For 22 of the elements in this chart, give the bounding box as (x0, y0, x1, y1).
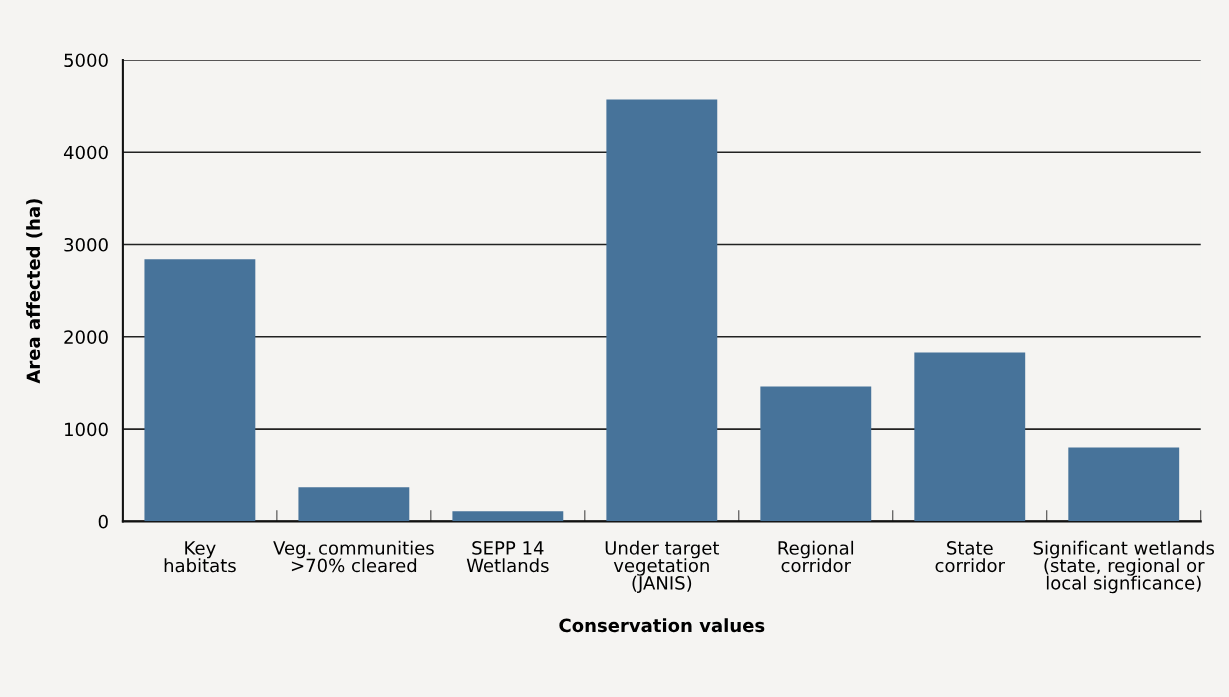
y-tick-label: 4000 (63, 145, 108, 160)
x-axis-title: Conservation values (559, 618, 765, 633)
bar (452, 511, 564, 522)
y-axis-title: Area affected (ha) (26, 199, 43, 384)
y-tick-label: 5000 (64, 53, 108, 68)
bar (144, 259, 256, 522)
y-tick-label: 3000 (64, 237, 108, 252)
bar (760, 386, 872, 522)
x-tick-label: SEPP 14 Wetlands (466, 541, 549, 573)
x-tick-label: Regional corridor (778, 540, 854, 573)
y-tick-label: 1000 (65, 422, 108, 437)
x-tick-label: Key habitats (164, 541, 236, 573)
bar (1068, 447, 1180, 522)
x-tick-label: Veg. communities >70% cleared (273, 540, 434, 573)
bar (914, 352, 1026, 522)
y-tick-label: 0 (98, 514, 108, 529)
y-tick-label: 2000 (64, 330, 108, 344)
x-tick-label: State corridor (935, 541, 1005, 573)
x-tick-label: Under target vegetation (JANIS) (605, 540, 720, 594)
x-tick-label: Significant wetlands (state, regional or local signficance) (1033, 540, 1215, 594)
bar (606, 99, 718, 522)
bar (298, 487, 410, 522)
